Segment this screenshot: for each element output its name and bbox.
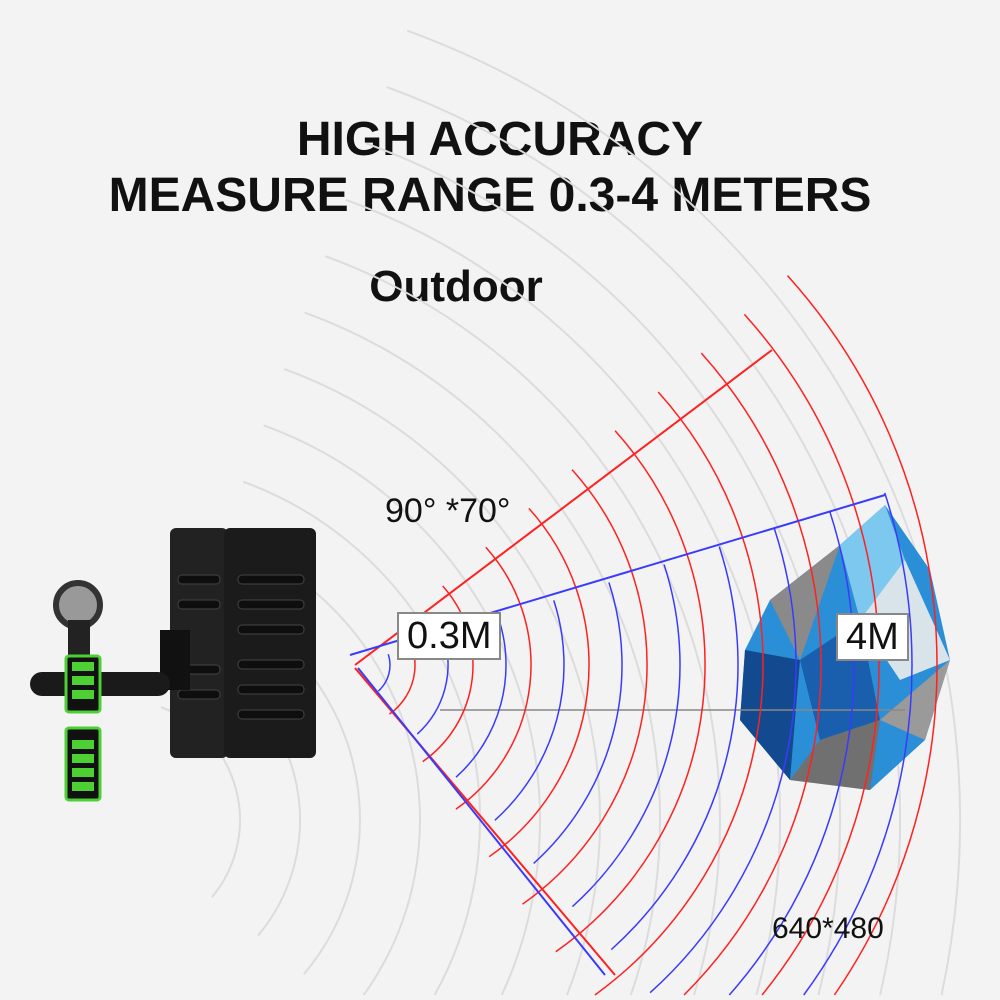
background-arcs bbox=[160, 29, 961, 996]
horizontal-range-arc bbox=[594, 391, 764, 996]
vent-slot bbox=[177, 599, 221, 610]
vent-slot bbox=[177, 574, 221, 585]
vent-slot bbox=[237, 574, 305, 585]
background-arc bbox=[386, 86, 901, 996]
battery-bar bbox=[72, 690, 94, 699]
horizontal-range-arc bbox=[455, 546, 532, 810]
range-arcs bbox=[377, 275, 938, 996]
background-arc bbox=[304, 311, 661, 996]
vertical-range-arc bbox=[649, 528, 797, 994]
vertical-range-arc bbox=[377, 653, 391, 692]
battery-bar bbox=[72, 662, 94, 671]
vent-slot bbox=[237, 659, 305, 670]
battery-bar bbox=[72, 754, 94, 763]
vent-slot bbox=[237, 684, 305, 695]
vertical-range-arc bbox=[571, 564, 681, 908]
vertical-fov-lower bbox=[357, 667, 606, 976]
battery-bar bbox=[72, 740, 94, 749]
vertical-range-arc bbox=[455, 618, 507, 778]
background-arc bbox=[406, 29, 961, 996]
vent-slot bbox=[237, 624, 305, 635]
vertical-range-arc bbox=[610, 546, 739, 951]
background-arc bbox=[345, 198, 781, 996]
mode-label: Outdoor bbox=[369, 262, 543, 311]
background-arc bbox=[365, 142, 841, 996]
vertical-range-arc bbox=[533, 582, 623, 864]
horizontal-range-arc bbox=[683, 352, 822, 996]
vent-slot bbox=[177, 689, 221, 700]
vent-slot bbox=[237, 599, 305, 610]
vertical-range-arc bbox=[728, 510, 855, 996]
battery-bar bbox=[72, 676, 94, 685]
fov-label: 90° *70° bbox=[385, 492, 511, 530]
vent-slot bbox=[237, 709, 305, 720]
horizontal-range-arc bbox=[522, 469, 648, 905]
battery-bar bbox=[72, 768, 94, 777]
horizontal-range-arc bbox=[488, 507, 590, 858]
battery-bar bbox=[72, 782, 94, 791]
headline-line2: MEASURE RANGE 0.3-4 METERS bbox=[108, 169, 872, 222]
horizontal-range-arc bbox=[422, 585, 474, 763]
horizontal-range-arc bbox=[786, 275, 938, 996]
camera-device bbox=[30, 528, 316, 802]
vertical-range-arc bbox=[803, 492, 913, 996]
near-distance-tag: 0.3M bbox=[397, 612, 502, 660]
vertical-range-arc bbox=[494, 600, 565, 821]
far-distance-tag: 4M bbox=[836, 613, 909, 661]
background-arc bbox=[324, 255, 721, 996]
horizontal-range-arc bbox=[555, 430, 706, 953]
resolution-label: 640*480 bbox=[772, 912, 884, 945]
background-arc bbox=[242, 480, 481, 996]
